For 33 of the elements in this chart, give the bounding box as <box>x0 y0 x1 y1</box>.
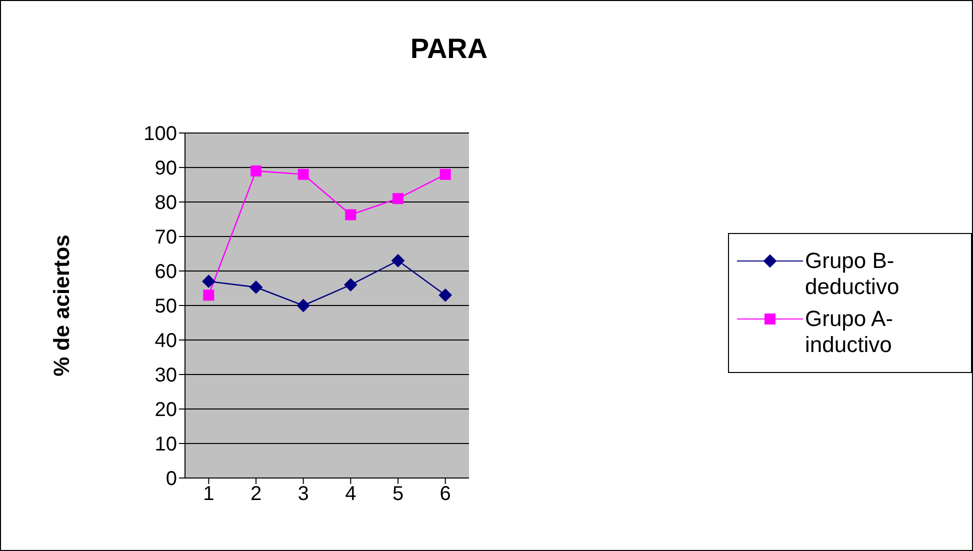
x-tick-label: 6 <box>440 483 451 506</box>
y-tick-label: 70 <box>154 226 177 249</box>
y-tick-label: 60 <box>154 261 177 284</box>
y-tick-label: 30 <box>154 364 177 387</box>
y-tick-label: 90 <box>154 158 177 180</box>
y-tick-label: 20 <box>154 399 177 422</box>
x-tick-label: 2 <box>250 483 262 506</box>
y-axis-title: % de aciertos <box>48 234 74 376</box>
point <box>202 274 216 288</box>
point <box>440 168 451 180</box>
point <box>250 165 262 176</box>
point <box>392 193 404 204</box>
point <box>392 254 404 268</box>
y-tick-label: 80 <box>154 192 177 214</box>
y-tick-label: 10 <box>154 434 177 456</box>
y-tick-label: 40 <box>154 330 177 352</box>
y-tick-label: 100 <box>144 123 177 146</box>
point <box>344 278 358 292</box>
y-tick-label: 50 <box>154 296 177 318</box>
legend-label: Grupo A-inductivo <box>805 306 894 358</box>
point <box>298 168 309 180</box>
point <box>250 280 262 294</box>
y-tick-label: 0 <box>166 468 177 490</box>
point <box>296 299 310 312</box>
x-tick-label: 3 <box>298 483 309 506</box>
point <box>203 290 214 301</box>
x-tick-label: 4 <box>345 483 356 506</box>
point <box>345 209 356 220</box>
legend-label: Grupo B-deductivo <box>805 248 900 300</box>
x-tick-label: 5 <box>392 483 404 506</box>
point <box>438 288 452 302</box>
chart-title: PARA <box>409 33 489 65</box>
x-tick-label: 1 <box>203 483 214 506</box>
